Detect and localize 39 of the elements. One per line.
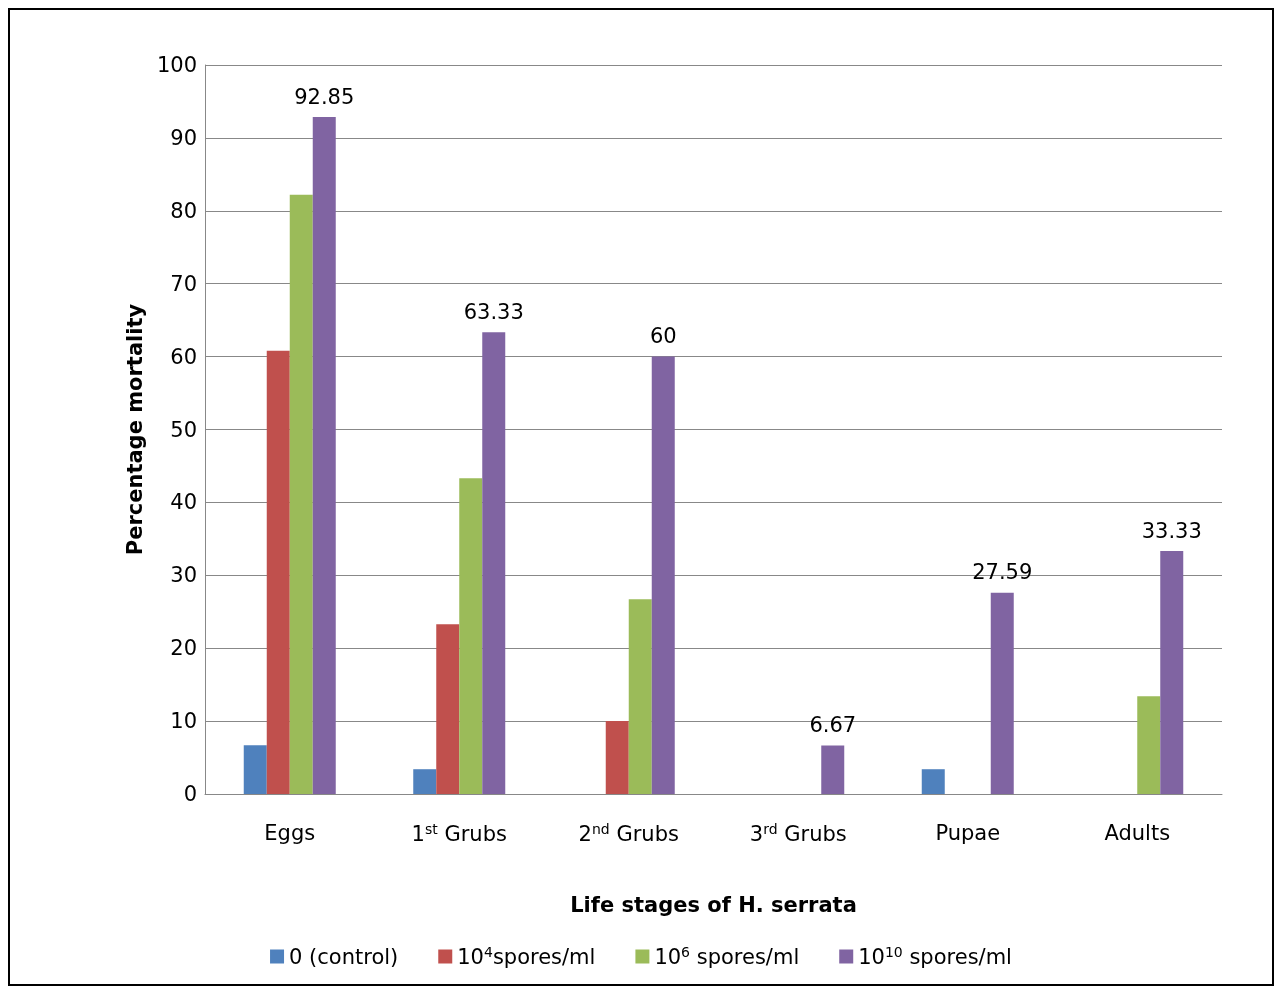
data-label: 92.85 bbox=[294, 84, 355, 109]
y-tick-label: 60 bbox=[170, 344, 197, 369]
x-tick-label: Adults bbox=[1104, 820, 1171, 845]
data-label: 63.33 bbox=[463, 299, 524, 324]
bar bbox=[312, 117, 336, 794]
data-label: 27.59 bbox=[972, 560, 1033, 585]
x-axis-title: Life stages of H. serrata bbox=[570, 892, 857, 917]
x-tick-label: Eggs bbox=[264, 820, 316, 845]
bar bbox=[628, 599, 652, 794]
y-tick-label: 10 bbox=[170, 709, 197, 734]
legend-label: 0 (control) bbox=[289, 944, 399, 969]
bar bbox=[821, 745, 845, 794]
y-tick-label: 30 bbox=[170, 563, 197, 588]
bar bbox=[436, 624, 460, 794]
y-axis-title: Percentage mortality bbox=[122, 303, 147, 556]
y-tick-label: 80 bbox=[170, 198, 197, 223]
y-tick-label: 0 bbox=[183, 782, 197, 806]
data-label: 33.33 bbox=[1141, 518, 1202, 543]
bar bbox=[1160, 551, 1184, 794]
y-tick-label: 70 bbox=[170, 271, 197, 296]
bar bbox=[289, 194, 313, 794]
bar bbox=[243, 745, 267, 794]
y-tick-label: 50 bbox=[170, 417, 197, 442]
bar bbox=[651, 356, 675, 794]
y-tick-label: 90 bbox=[170, 125, 197, 150]
bar bbox=[266, 350, 290, 794]
bar bbox=[482, 332, 506, 794]
data-label: 60 bbox=[649, 324, 677, 349]
data-label: 6.67 bbox=[809, 712, 857, 737]
bar bbox=[459, 478, 483, 794]
bar bbox=[413, 769, 437, 794]
bar bbox=[921, 769, 945, 794]
y-tick-label: 40 bbox=[170, 490, 197, 515]
x-tick-label: Pupae bbox=[935, 820, 1001, 845]
y-tick-label: 100 bbox=[156, 53, 197, 77]
bar bbox=[605, 721, 629, 794]
bar bbox=[1137, 696, 1161, 794]
y-tick-label: 20 bbox=[170, 636, 197, 661]
bar bbox=[990, 592, 1014, 794]
